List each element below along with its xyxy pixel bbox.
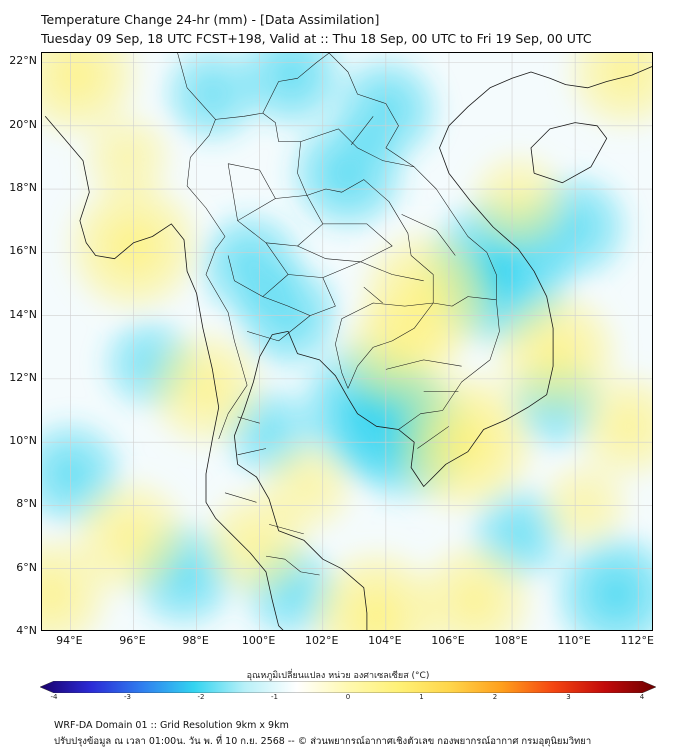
border-line bbox=[350, 116, 374, 145]
coastline bbox=[234, 66, 652, 630]
border-line bbox=[401, 214, 456, 256]
border-line bbox=[385, 359, 462, 370]
border-line bbox=[347, 302, 434, 389]
latitude-label: 4°N bbox=[16, 624, 37, 637]
map-title: Temperature Change 24-hr (mm) - [Data As… bbox=[41, 12, 380, 27]
warming-area bbox=[462, 145, 575, 259]
warming-area bbox=[408, 534, 540, 630]
coastline bbox=[530, 122, 608, 184]
border-line bbox=[237, 195, 324, 247]
border-line bbox=[269, 524, 304, 535]
longitude-label: 112°E bbox=[620, 634, 654, 647]
latitude-label: 16°N bbox=[9, 244, 37, 258]
longitude-label: 108°E bbox=[494, 634, 528, 647]
longitude-label: 94°E bbox=[56, 634, 83, 647]
warming-area bbox=[75, 105, 179, 210]
latitude-label: 14°N bbox=[9, 307, 37, 321]
warming-area bbox=[560, 53, 652, 138]
coastlines bbox=[44, 66, 652, 630]
border-line bbox=[398, 296, 500, 430]
border-line bbox=[363, 286, 383, 304]
colorbar-tick-label: -4 bbox=[50, 693, 58, 701]
longitude-label: 106°E bbox=[431, 634, 465, 647]
colorbar-tick-label: -3 bbox=[124, 693, 131, 701]
colorbar-scale bbox=[40, 681, 656, 693]
temperature-change-map bbox=[42, 53, 652, 630]
warming-area bbox=[42, 528, 118, 630]
border-line bbox=[224, 492, 257, 503]
longitude-label: 110°E bbox=[557, 634, 591, 647]
colorbar-tick-label: 2 bbox=[492, 693, 498, 701]
border-line bbox=[262, 53, 330, 114]
colorbar-tick-label: -2 bbox=[197, 693, 205, 701]
latitude-label: 22°N bbox=[9, 54, 37, 68]
border-line bbox=[360, 261, 424, 282]
border-line bbox=[186, 119, 248, 440]
graticule bbox=[42, 53, 652, 630]
update-credit: ปรับปรุงข้อมูล ณ เวลา 01:00น. วัน พ. ที่… bbox=[54, 736, 592, 747]
latitude-label: 10°N bbox=[9, 434, 37, 448]
latitude-label: 20°N bbox=[9, 117, 37, 131]
border-line bbox=[297, 223, 393, 263]
border-line bbox=[177, 53, 434, 389]
border-line bbox=[227, 242, 289, 297]
colorbar-title: อุณหภูมิเปลี่ยนแปลง หน่วย องศาเซลเซียส (… bbox=[246, 671, 430, 681]
border-line bbox=[300, 128, 415, 168]
colorbar bbox=[40, 681, 656, 693]
warming-area bbox=[352, 221, 502, 372]
map-subtitle: Tuesday 09 Sep, 18 UTC FCST+198, Valid a… bbox=[41, 31, 592, 46]
cooling-area bbox=[230, 53, 353, 137]
colorbar-tick-label: 4 bbox=[639, 693, 645, 701]
administrative-borders bbox=[177, 53, 500, 576]
map-panel bbox=[41, 52, 653, 631]
border-line bbox=[417, 426, 450, 449]
coastline bbox=[44, 116, 284, 630]
colorbar-tick-label: 0 bbox=[345, 693, 351, 701]
latitude-label: 18°N bbox=[9, 181, 37, 195]
latitude-label: 6°N bbox=[16, 560, 37, 574]
warming-area bbox=[252, 432, 362, 541]
model-info: WRF-DA Domain 01 :: Grid Resolution 9km … bbox=[54, 720, 289, 731]
longitude-label: 104°E bbox=[368, 634, 402, 647]
colorbar-tick-label: 3 bbox=[566, 693, 571, 701]
latitude-label: 8°N bbox=[16, 497, 37, 511]
colorbar-tick-label: 1 bbox=[419, 693, 424, 701]
longitude-label: 102°E bbox=[305, 634, 339, 647]
border-line bbox=[265, 555, 320, 576]
longitude-label: 98°E bbox=[182, 634, 209, 647]
border-line bbox=[237, 448, 267, 456]
colorbar-tick-label: -1 bbox=[271, 693, 278, 701]
border-line bbox=[247, 315, 311, 342]
longitude-label: 100°E bbox=[241, 634, 276, 647]
latitude-label: 12°N bbox=[9, 370, 37, 384]
longitude-label: 96°E bbox=[119, 634, 146, 647]
